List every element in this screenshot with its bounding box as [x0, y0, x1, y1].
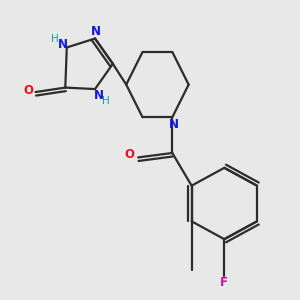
Text: H: H — [102, 96, 110, 106]
Text: N: N — [91, 25, 101, 38]
Text: O: O — [125, 148, 135, 161]
Text: F: F — [220, 276, 228, 290]
Text: H: H — [51, 34, 59, 44]
Text: N: N — [58, 38, 68, 51]
Text: N: N — [169, 118, 179, 131]
Text: N: N — [94, 88, 103, 101]
Text: O: O — [23, 84, 33, 97]
